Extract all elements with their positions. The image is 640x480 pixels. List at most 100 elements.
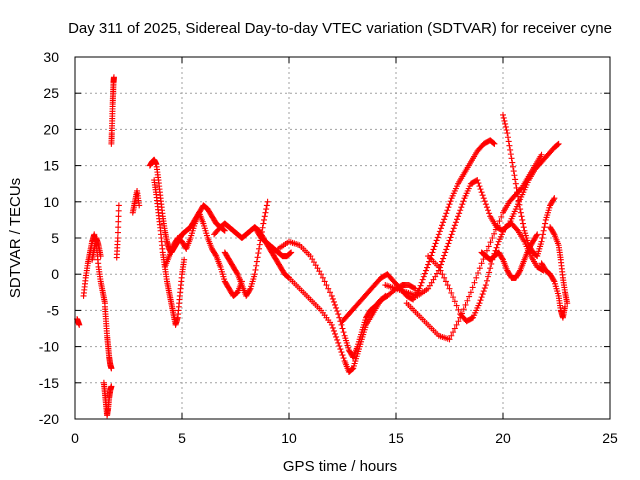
data-point [479,291,486,298]
data-point [457,207,464,214]
y-tick-label: 20 [43,121,59,137]
data-point [441,252,448,259]
data-point [460,198,467,205]
data-point [502,120,509,127]
data-point [284,273,291,280]
data-point [382,292,389,299]
y-axis-label: SDTVAR / TECUs [7,178,24,298]
y-tick-label: 25 [43,85,59,101]
series-curve-main [275,238,419,361]
data-point [492,226,499,233]
data-point [517,209,524,216]
data-point [259,224,266,231]
series-dip-1.5h [100,379,115,419]
data-point [504,134,511,141]
data-point [481,285,488,292]
x-tick-label: 15 [388,430,404,446]
data-point [478,260,485,267]
data-point [416,285,423,292]
data-point [419,276,426,283]
x-tick-label: 20 [495,430,511,446]
data-point [518,185,525,192]
data-point [328,321,335,328]
chart-title: Day 311 of 2025, Sidereal Day-to-day VTE… [68,20,612,37]
data-point [508,155,515,162]
y-tick-label: -5 [47,302,60,318]
data-point [483,277,490,284]
data-point [424,264,431,271]
data-point [509,159,516,166]
x-tick-label: 5 [178,430,186,446]
data-point [540,227,547,234]
data-point [316,268,323,275]
data-point [542,220,549,227]
data-point [312,262,319,269]
data-point [254,254,261,261]
data-point [445,240,452,247]
data-point [504,130,511,137]
data-point [339,325,346,332]
series-early-b [80,231,108,307]
data-point [554,142,561,149]
data-point [441,274,448,281]
data-point [462,301,469,308]
data-point [246,286,253,293]
data-point [339,352,346,359]
data-point [491,230,498,237]
data-point [479,192,486,199]
data-point [253,262,260,269]
data-point [476,183,483,190]
data-point [233,269,240,276]
data-point [469,284,476,291]
data-point [507,146,514,153]
series-tail-22.5h [547,224,571,307]
data-point [510,168,517,175]
y-tick-label: 15 [43,158,59,174]
axis-ticks: 0 5 10 15 20 25 -20 -15 -10 -5 0 5 10 15 20 25 30 [39,49,618,446]
data-point [451,222,458,229]
data-point [496,218,503,225]
data-point [430,276,437,283]
data-point [337,346,344,353]
data-point [499,255,506,262]
series-wave-4h [161,209,245,299]
data-point [108,383,115,390]
data-point [489,235,496,241]
data-point [338,349,345,356]
y-tick-label: -10 [39,339,59,355]
series-rise-2.8h [129,187,143,216]
data-point [340,355,347,362]
data-point [417,282,424,289]
data-point [486,210,493,217]
data-point [431,243,438,250]
data-point [458,204,465,211]
data-point [260,220,267,227]
y-tick-label: -20 [39,411,59,427]
data-point [539,235,546,241]
data-point [333,333,340,340]
data-point [475,269,482,276]
data-point [446,285,453,292]
data-point [335,339,342,346]
data-point [513,184,520,191]
data-point [517,206,524,213]
data-point [453,302,460,309]
data-point [318,271,325,278]
data-point [446,201,453,208]
data-point [455,213,462,220]
data-point [448,289,455,296]
data-point [480,195,487,202]
data-point [428,279,435,286]
data-point [460,306,467,313]
data-point [490,139,497,146]
data-point [288,249,295,256]
data-point [520,224,527,231]
data-point [327,289,334,296]
data-point [136,202,143,209]
data-point [555,140,562,147]
data-point [381,294,388,301]
data-point [444,207,451,214]
data-point [253,258,260,265]
data-point [330,327,337,334]
data-point [325,285,332,292]
